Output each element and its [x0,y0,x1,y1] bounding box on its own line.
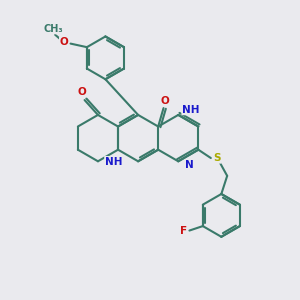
Text: O: O [78,87,87,97]
Text: F: F [180,226,187,236]
Text: N: N [185,160,194,170]
Text: O: O [160,96,169,106]
Text: NH: NH [182,105,200,115]
Text: S: S [214,153,221,163]
Text: NH: NH [105,157,122,166]
Text: CH₃: CH₃ [44,24,63,34]
Text: O: O [60,38,68,47]
